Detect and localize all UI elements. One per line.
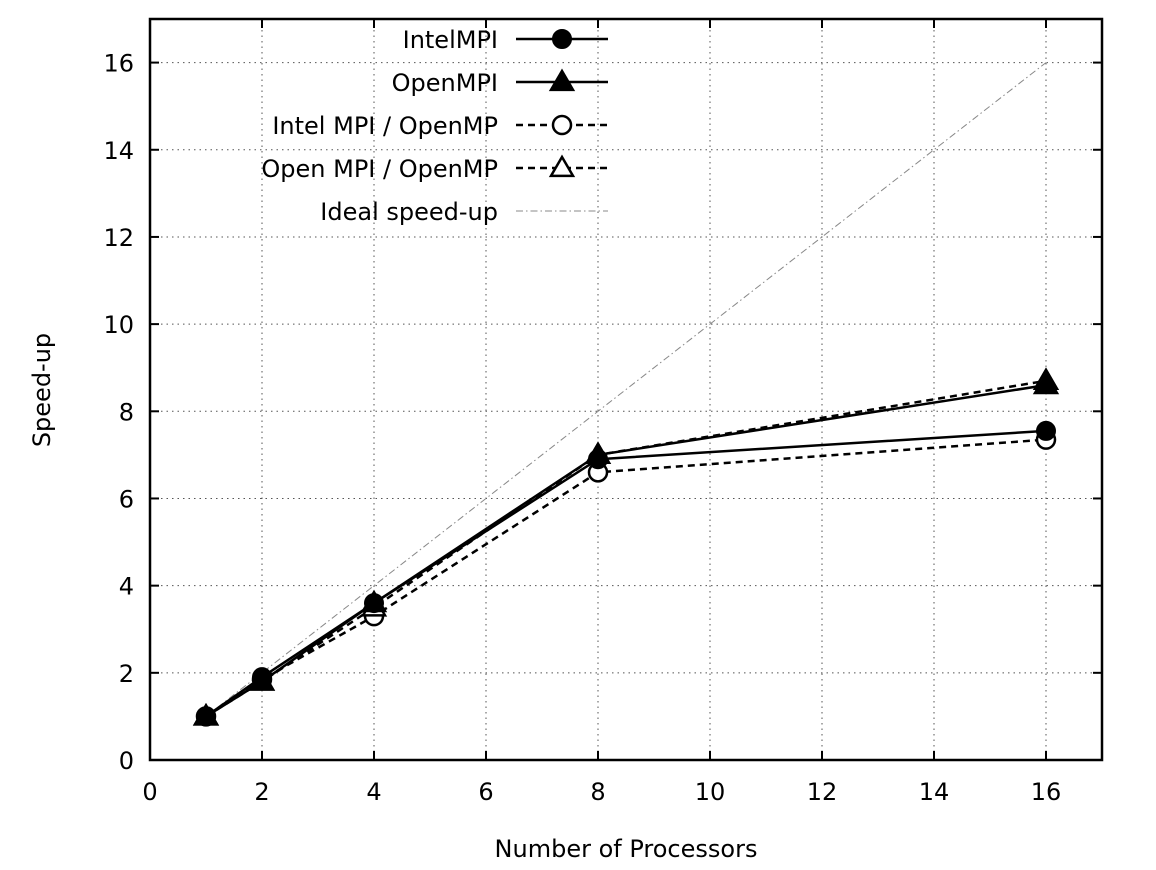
series-group xyxy=(192,62,1060,727)
data-point-openmpi xyxy=(360,589,388,613)
y-tick-label: 4 xyxy=(119,573,134,601)
legend-label: Intel MPI / OpenMP xyxy=(272,112,498,140)
legend-label: Open MPI / OpenMP xyxy=(261,155,498,183)
x-tick-label: 8 xyxy=(590,778,605,806)
y-tick-label: 6 xyxy=(119,485,134,513)
legend-swatch-marker xyxy=(551,114,573,136)
y-tick-label: 8 xyxy=(119,398,134,426)
y-tick-label: 0 xyxy=(119,747,134,775)
x-tick-label: 2 xyxy=(254,778,269,806)
tick-labels: 0 2 4 6 8 10 12 14 16 0 2 4 6 8 10 12 14 16 xyxy=(103,50,1061,806)
series-line-ideal-speed-up xyxy=(205,62,1047,717)
legend-swatch-marker xyxy=(552,29,572,49)
y-tick-label: 10 xyxy=(103,311,134,339)
x-axis-title: Number of Processors xyxy=(495,835,758,863)
plot-frame xyxy=(148,17,1104,762)
y-tick-label: 16 xyxy=(103,50,134,78)
legend-label: Ideal speed-up xyxy=(320,198,498,226)
x-tick-label: 0 xyxy=(142,778,157,806)
legend-label: IntelMPI xyxy=(403,26,498,54)
x-tick-label: 12 xyxy=(807,778,838,806)
y-axis-title: Speed-up xyxy=(28,333,56,447)
x-tick-label: 4 xyxy=(366,778,381,806)
data-point-openmpi xyxy=(248,668,276,691)
legend-label: OpenMPI xyxy=(392,69,498,97)
y-tick-label: 14 xyxy=(103,137,134,165)
x-tick-label: 14 xyxy=(919,778,950,806)
legend-swatch-marker xyxy=(548,68,576,92)
data-point-openmpi xyxy=(192,702,220,726)
y-tick-label: 12 xyxy=(103,224,134,252)
legend: IntelMPI OpenMPI Intel MPI / OpenMP Open MP… xyxy=(261,26,608,226)
x-tick-label: 6 xyxy=(478,778,493,806)
data-point-openmpi xyxy=(584,441,612,465)
legend-swatch-marker xyxy=(548,154,576,178)
data-point-openmpi xyxy=(1032,371,1060,395)
grid xyxy=(150,19,1102,760)
data-point-intelmpi xyxy=(1036,420,1056,441)
x-tick-label: 16 xyxy=(1031,778,1062,806)
series-openmpi xyxy=(192,371,1060,726)
x-tick-label: 10 xyxy=(695,778,726,806)
series-ideal-speed-up xyxy=(205,62,1047,717)
y-tick-label: 2 xyxy=(119,660,134,688)
